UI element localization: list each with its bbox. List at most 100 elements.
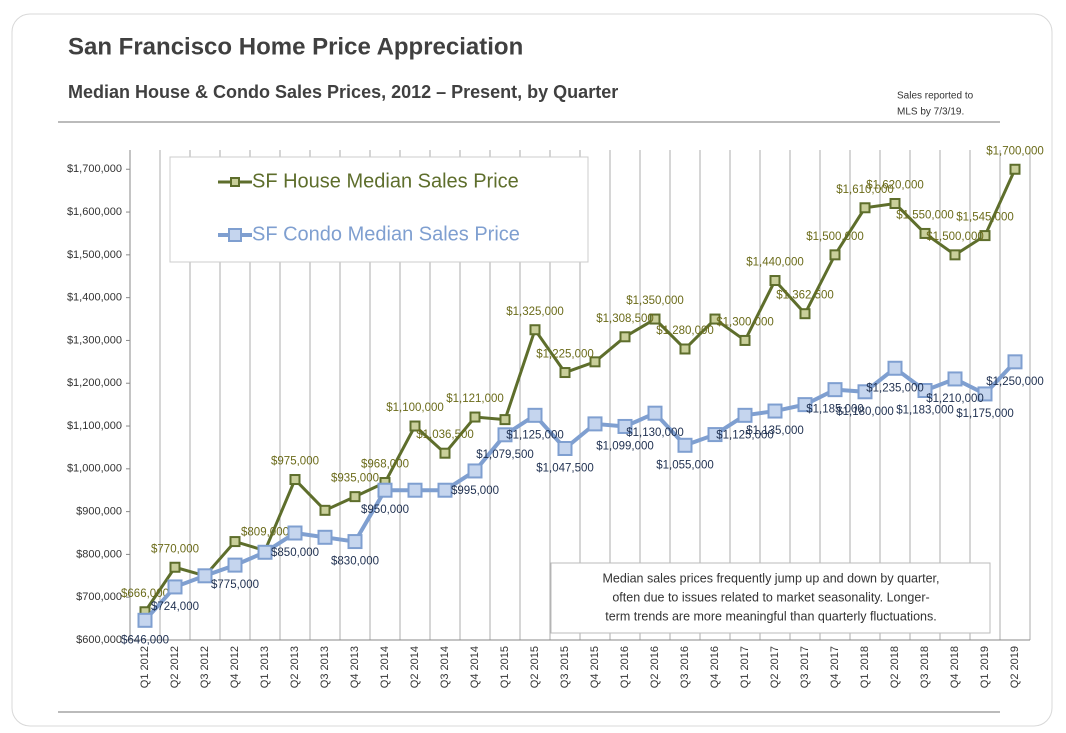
value-label: $724,000 [151, 601, 199, 613]
marker [469, 411, 481, 423]
x-tick-label: Q2 2012 [169, 646, 181, 688]
marker [169, 561, 181, 573]
legend-marker [230, 177, 240, 187]
marker [829, 249, 841, 261]
marker [889, 197, 901, 209]
y-tick-label: $800,000 [76, 548, 122, 560]
x-tick-label: Q2 2014 [409, 646, 421, 688]
marker [887, 360, 903, 376]
x-tick-label: Q3 2015 [559, 646, 571, 688]
marker [1009, 163, 1021, 175]
marker [467, 463, 483, 479]
value-label: $1,545,000 [956, 212, 1014, 224]
value-label: $1,610,000 [836, 184, 894, 196]
value-label: $775,000 [211, 579, 259, 591]
annotation: often due to issues related to market se… [612, 590, 929, 604]
x-tick-label: Q2 2018 [889, 646, 901, 688]
marker [559, 367, 571, 379]
value-label: $950,000 [361, 504, 409, 516]
value-label: $995,000 [451, 485, 499, 497]
marker [919, 227, 931, 239]
marker [257, 544, 273, 560]
legend-label: SF House Median Sales Price [252, 170, 519, 192]
value-label: $1,180,000 [836, 406, 894, 418]
x-tick-label: Q4 2015 [589, 646, 601, 688]
x-tick-label: Q2 2017 [769, 646, 781, 688]
marker [319, 504, 331, 516]
value-label: $1,620,000 [866, 180, 924, 192]
marker [647, 405, 663, 421]
x-tick-label: Q3 2014 [439, 646, 451, 688]
x-tick-label: Q4 2018 [949, 646, 961, 688]
y-tick-label: $1,200,000 [67, 377, 122, 389]
x-tick-label: Q4 2017 [829, 646, 841, 688]
value-label: $1,325,000 [506, 306, 564, 318]
marker [377, 482, 393, 498]
x-tick-label: Q1 2018 [859, 646, 871, 688]
value-label: $1,183,000 [896, 405, 954, 417]
value-label: $1,125,000 [506, 429, 564, 441]
value-label: $935,000 [331, 473, 379, 485]
x-tick-label: Q4 2013 [349, 646, 361, 688]
annotation-box [550, 562, 991, 634]
x-tick-label: Q4 2016 [709, 646, 721, 688]
marker [287, 525, 303, 541]
marker [977, 386, 993, 402]
value-label: $1,280,000 [656, 325, 714, 337]
value-label: $1,500,000 [926, 231, 984, 243]
marker [857, 384, 873, 400]
marker [289, 474, 301, 486]
marker [739, 334, 751, 346]
marker [589, 356, 601, 368]
value-label: $809,000 [241, 527, 289, 539]
marker [979, 230, 991, 242]
marker [197, 568, 213, 584]
legend-label: SF Condo Median Sales Price [252, 223, 520, 245]
marker [527, 407, 543, 423]
value-label: $1,350,000 [626, 295, 684, 307]
annotation: term trends are more meaningful than qua… [605, 609, 936, 623]
value-label: $1,130,000 [626, 427, 684, 439]
chart-subtitle: Median House & Condo Sales Prices, 2012 … [68, 82, 618, 102]
value-label: $968,000 [361, 459, 409, 471]
x-tick-label: Q3 2016 [679, 646, 691, 688]
value-label: $1,210,000 [926, 393, 984, 405]
marker [707, 427, 723, 443]
value-label: $1,135,000 [746, 425, 804, 437]
marker [737, 407, 753, 423]
marker [949, 249, 961, 261]
marker [499, 414, 511, 426]
marker [437, 482, 453, 498]
note: MLS by 7/3/19. [897, 107, 964, 118]
value-label: $1,036,500 [416, 429, 474, 441]
marker [557, 440, 573, 456]
marker [797, 397, 813, 413]
value-label: $1,185,000 [806, 404, 864, 416]
marker [227, 557, 243, 573]
value-label: $646,000 [121, 634, 169, 646]
legend-box [169, 156, 589, 263]
marker [767, 403, 783, 419]
y-tick-label: $1,100,000 [67, 420, 122, 432]
marker [917, 383, 933, 399]
value-label: $850,000 [271, 547, 319, 559]
marker [769, 275, 781, 287]
marker [529, 324, 541, 336]
value-label: $1,250,000 [986, 376, 1044, 388]
marker [167, 579, 183, 595]
value-label: $1,055,000 [656, 459, 714, 471]
value-label: $666,000 [121, 588, 169, 600]
legend-marker [228, 228, 242, 242]
marker [439, 447, 451, 459]
y-tick-label: $900,000 [76, 506, 122, 518]
marker [649, 313, 661, 325]
value-label: $1,300,000 [716, 316, 774, 328]
value-label: $1,550,000 [896, 209, 954, 221]
value-label: $1,099,000 [596, 440, 654, 452]
value-label: $1,235,000 [866, 382, 924, 394]
value-label: $1,308,500 [596, 313, 654, 325]
marker [617, 418, 633, 434]
y-tick-label: $1,300,000 [67, 334, 122, 346]
value-label: $1,175,000 [956, 408, 1014, 420]
